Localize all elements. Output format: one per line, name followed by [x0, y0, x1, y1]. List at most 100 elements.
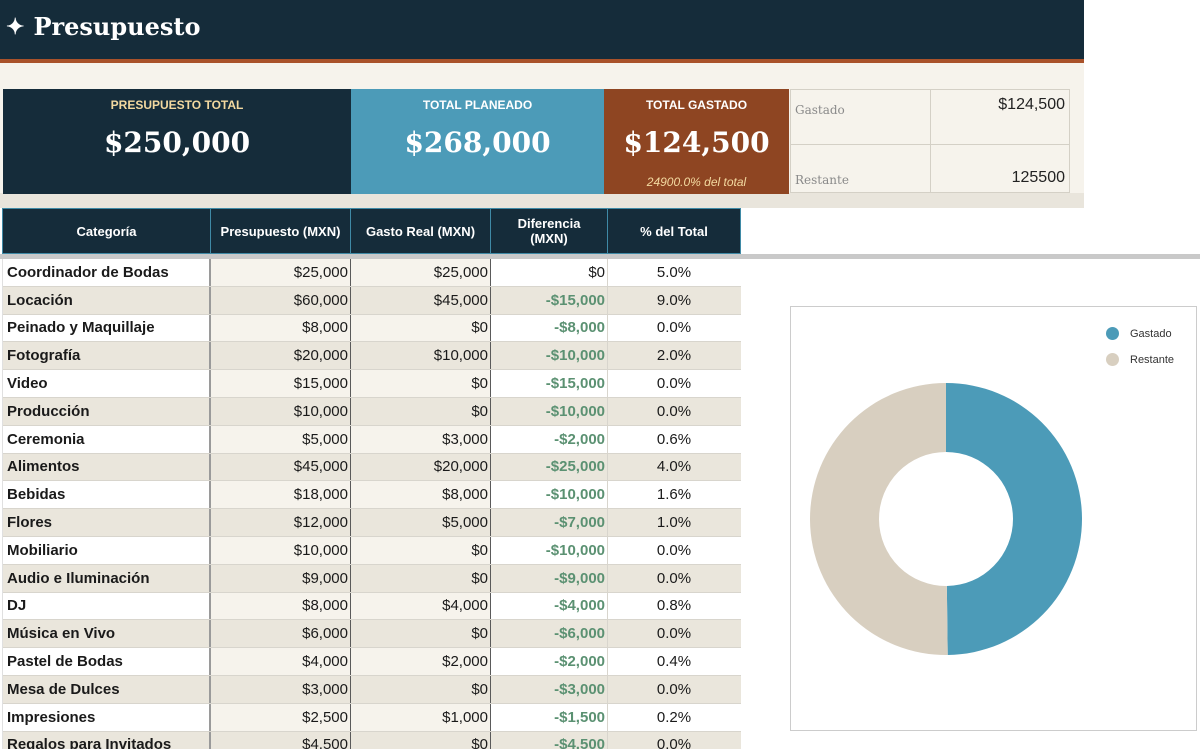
percent-cell[interactable]: 0.0% [656, 569, 692, 587]
category-cell[interactable]: Música en Vivo [3, 620, 211, 648]
budget-cell[interactable]: $4,500 [211, 731, 351, 749]
percent-cell[interactable]: 0.0% [656, 541, 692, 559]
percent-cell[interactable]: 0.4% [656, 653, 692, 671]
difference-cell[interactable]: -$4,000 [491, 592, 608, 620]
actual-cell[interactable]: $10,000 [351, 342, 491, 370]
category-cell[interactable]: Regalos para Invitados [3, 731, 211, 749]
remaining-value-cell[interactable]: 125500 [930, 144, 1070, 193]
actual-cell[interactable]: $1,000 [351, 703, 491, 731]
difference-cell[interactable]: -$2,000 [491, 648, 608, 675]
difference-cell[interactable]: -$15,000 [491, 286, 608, 314]
budget-cell[interactable]: $9,000 [211, 564, 351, 592]
difference-cell[interactable]: -$4,500 [491, 731, 608, 749]
category-cell[interactable]: Impresiones [3, 703, 211, 731]
budget-cell[interactable]: $4,000 [211, 648, 351, 675]
actual-cell[interactable]: $2,000 [351, 648, 491, 675]
budget-cell[interactable]: $45,000 [211, 453, 351, 481]
budget-cell[interactable]: $5,000 [211, 425, 351, 453]
budget-cell[interactable]: $2,500 [211, 703, 351, 731]
actual-cell[interactable]: $20,000 [351, 453, 491, 481]
percent-cell[interactable]: 4.0% [656, 458, 692, 476]
actual-cell[interactable]: $4,000 [351, 592, 491, 620]
percent-cell[interactable]: 0.0% [656, 375, 692, 393]
actual-cell[interactable]: $0 [351, 620, 491, 648]
budget-cell[interactable]: $3,000 [211, 675, 351, 703]
difference-cell[interactable]: -$10,000 [491, 342, 608, 370]
actual-cell[interactable]: $8,000 [351, 481, 491, 509]
difference-cell[interactable]: -$10,000 [491, 397, 608, 425]
difference-cell[interactable]: -$8,000 [491, 314, 608, 342]
remaining-label-cell[interactable]: Restante [790, 144, 931, 193]
difference-cell[interactable]: -$2,000 [491, 425, 608, 453]
actual-cell[interactable]: $25,000 [351, 259, 491, 286]
actual-cell[interactable]: $0 [351, 731, 491, 749]
budget-cell[interactable]: $10,000 [211, 536, 351, 564]
budget-cell[interactable]: $18,000 [211, 481, 351, 509]
budget-cell[interactable]: $12,000 [211, 509, 351, 536]
category-cell[interactable]: Video [3, 370, 211, 397]
category-cell[interactable]: Locación [3, 286, 211, 314]
category-cell[interactable]: Peinado y Maquillaje [3, 314, 211, 342]
percent-cell[interactable]: 0.0% [656, 680, 692, 698]
category-cell[interactable]: Bebidas [3, 481, 211, 509]
difference-cell[interactable]: -$6,000 [491, 620, 608, 648]
donut-chart[interactable]: Gastado Restante [790, 306, 1197, 731]
category-cell[interactable]: Fotografía [3, 342, 211, 370]
percent-cell[interactable]: 0.8% [656, 597, 692, 615]
actual-cell[interactable]: $5,000 [351, 509, 491, 536]
actual-cell[interactable]: $0 [351, 397, 491, 425]
category-cell[interactable]: DJ [3, 592, 211, 620]
percent-cell[interactable]: 0.0% [656, 736, 692, 749]
budget-cell[interactable]: $6,000 [211, 620, 351, 648]
header-category[interactable]: Categoría [3, 209, 211, 253]
category-cell[interactable]: Pastel de Bodas [3, 648, 211, 675]
category-cell[interactable]: Mesa de Dulces [3, 675, 211, 703]
header-budget[interactable]: Presupuesto (MXN) [211, 209, 351, 253]
frozen-pane-divider[interactable] [0, 254, 1200, 259]
donut-slice-remaining[interactable] [810, 383, 948, 655]
header-actual[interactable]: Gasto Real (MXN) [351, 209, 491, 253]
category-cell[interactable]: Ceremonia [3, 425, 211, 453]
difference-cell[interactable]: $0 [491, 259, 608, 286]
percent-cell[interactable]: 0.2% [656, 708, 692, 726]
budget-cell[interactable]: $8,000 [211, 592, 351, 620]
percent-cell[interactable]: 2.0% [656, 347, 692, 365]
percent-cell[interactable]: 1.6% [656, 486, 692, 504]
category-cell[interactable]: Coordinador de Bodas [3, 259, 211, 286]
difference-cell[interactable]: -$3,000 [491, 675, 608, 703]
actual-cell[interactable]: $0 [351, 536, 491, 564]
difference-cell[interactable]: -$9,000 [491, 564, 608, 592]
percent-cell[interactable]: 9.0% [656, 291, 692, 309]
percent-cell[interactable]: 0.6% [656, 430, 692, 448]
budget-cell[interactable]: $60,000 [211, 286, 351, 314]
category-cell[interactable]: Mobiliario [3, 536, 211, 564]
budget-cell[interactable]: $20,000 [211, 342, 351, 370]
difference-cell[interactable]: -$10,000 [491, 481, 608, 509]
budget-cell[interactable]: $10,000 [211, 397, 351, 425]
difference-cell[interactable]: -$25,000 [491, 453, 608, 481]
spent-label-cell[interactable]: Gastado [790, 88, 931, 146]
header-difference[interactable]: Diferencia (MXN) [491, 209, 608, 253]
budget-cell[interactable]: $8,000 [211, 314, 351, 342]
actual-cell[interactable]: $0 [351, 564, 491, 592]
percent-cell[interactable]: 0.0% [656, 625, 692, 643]
budget-cell[interactable]: $15,000 [211, 370, 351, 397]
category-cell[interactable]: Audio e Iluminación [3, 564, 211, 592]
header-percent[interactable]: % del Total [640, 223, 708, 239]
percent-cell[interactable]: 0.0% [656, 319, 692, 337]
actual-cell[interactable]: $0 [351, 675, 491, 703]
difference-cell[interactable]: -$15,000 [491, 370, 608, 397]
difference-cell[interactable]: -$7,000 [491, 509, 608, 536]
spent-value-cell[interactable]: $124,500 [930, 88, 1070, 146]
actual-cell[interactable]: $3,000 [351, 425, 491, 453]
actual-cell[interactable]: $0 [351, 370, 491, 397]
percent-cell[interactable]: 5.0% [656, 263, 692, 281]
donut-slice-spent[interactable] [946, 383, 1082, 655]
actual-cell[interactable]: $0 [351, 314, 491, 342]
percent-cell[interactable]: 1.0% [656, 514, 692, 532]
category-cell[interactable]: Alimentos [3, 453, 211, 481]
actual-cell[interactable]: $45,000 [351, 286, 491, 314]
percent-cell[interactable]: 0.0% [656, 402, 692, 420]
category-cell[interactable]: Producción [3, 397, 211, 425]
category-cell[interactable]: Flores [3, 509, 211, 536]
